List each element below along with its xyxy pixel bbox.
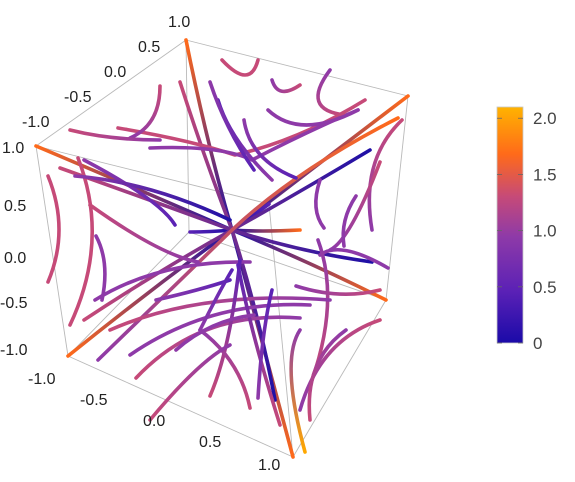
stream-line [341, 194, 358, 248]
box-edge [292, 299, 387, 458]
stream-line [66, 228, 234, 358]
stream-line [328, 160, 382, 252]
box-edge [35, 145, 270, 205]
tick-label: 0.5 [4, 198, 26, 215]
colorbar-tick-label: 1.0 [533, 222, 557, 241]
stream-line [289, 328, 307, 454]
tick-label: 0.0 [104, 64, 126, 81]
colorbar [496, 106, 524, 344]
tick-label: 0.5 [199, 434, 221, 451]
stream-line [307, 328, 348, 422]
box-edge [35, 39, 187, 147]
stream-line [294, 284, 382, 296]
stream-line [230, 228, 302, 233]
box-edge [188, 231, 387, 301]
stream-line [46, 174, 61, 284]
stream-line [270, 78, 302, 94]
box-edge [185, 39, 190, 233]
tick-label: 0.0 [143, 413, 165, 430]
stream-line [220, 58, 260, 77]
stream-line [148, 343, 232, 422]
stream-line [128, 84, 162, 140]
colorbar-legend: 0 0.5 1.0 1.5 2.0 [496, 106, 557, 353]
bounding-box [35, 39, 409, 458]
stream-line [314, 178, 326, 230]
stream-line [198, 268, 234, 332]
stream-line [318, 247, 390, 270]
box-edge [185, 39, 409, 97]
tick-label: 0.5 [138, 39, 160, 56]
colorbar-ticks: 0 0.5 1.0 1.5 2.0 [497, 109, 557, 353]
stream-line [298, 318, 382, 412]
colorbar-tick-label: 0 [533, 334, 542, 353]
axis-tick-labels: 1.0 0.5 0.0 -0.5 -1.0 1.0 0.5 0.0 -0.5 -… [0, 14, 280, 474]
stream-lines [34, 38, 410, 459]
stream-line [68, 156, 95, 327]
stream-line [68, 128, 162, 142]
tick-label: -1.0 [28, 371, 56, 388]
stream-line [367, 118, 404, 232]
box-edge [385, 95, 409, 301]
stream-line [266, 108, 360, 127]
stream-line [94, 234, 107, 302]
tick-label: -0.5 [64, 89, 92, 106]
stream-line [184, 38, 234, 232]
colorbar-tick-label: 1.5 [533, 165, 557, 184]
box-edge [35, 145, 69, 357]
stream-line [82, 158, 177, 227]
stream-line [88, 203, 200, 264]
colorbar-tick-label: 0.5 [533, 278, 557, 297]
stream-line [208, 258, 242, 398]
tick-label: 0.0 [4, 250, 26, 267]
stream-line [242, 118, 298, 180]
tick-label: -0.5 [80, 392, 108, 409]
stream-line [236, 263, 282, 427]
stream-line [216, 98, 274, 182]
colorbar-tick-label: 2.0 [533, 109, 557, 128]
box-edge [67, 231, 190, 357]
tick-label: 1.0 [168, 14, 190, 31]
stream-line [148, 108, 360, 162]
stream-line [93, 260, 252, 302]
stream-line [316, 68, 347, 117]
stream-line [128, 302, 312, 357]
tick-label: 1.0 [258, 457, 280, 474]
stream-line [256, 288, 274, 400]
box-edge [67, 355, 294, 458]
stream-line [198, 328, 252, 410]
tick-label: 1.0 [2, 140, 24, 157]
tick-label: -0.5 [0, 295, 28, 312]
stream-line [208, 80, 256, 172]
stream-line [174, 313, 256, 352]
stream-line [73, 174, 232, 222]
tick-label: -1.0 [0, 342, 28, 359]
stream-line [108, 296, 332, 332]
tick-label: -1.0 [22, 114, 50, 131]
